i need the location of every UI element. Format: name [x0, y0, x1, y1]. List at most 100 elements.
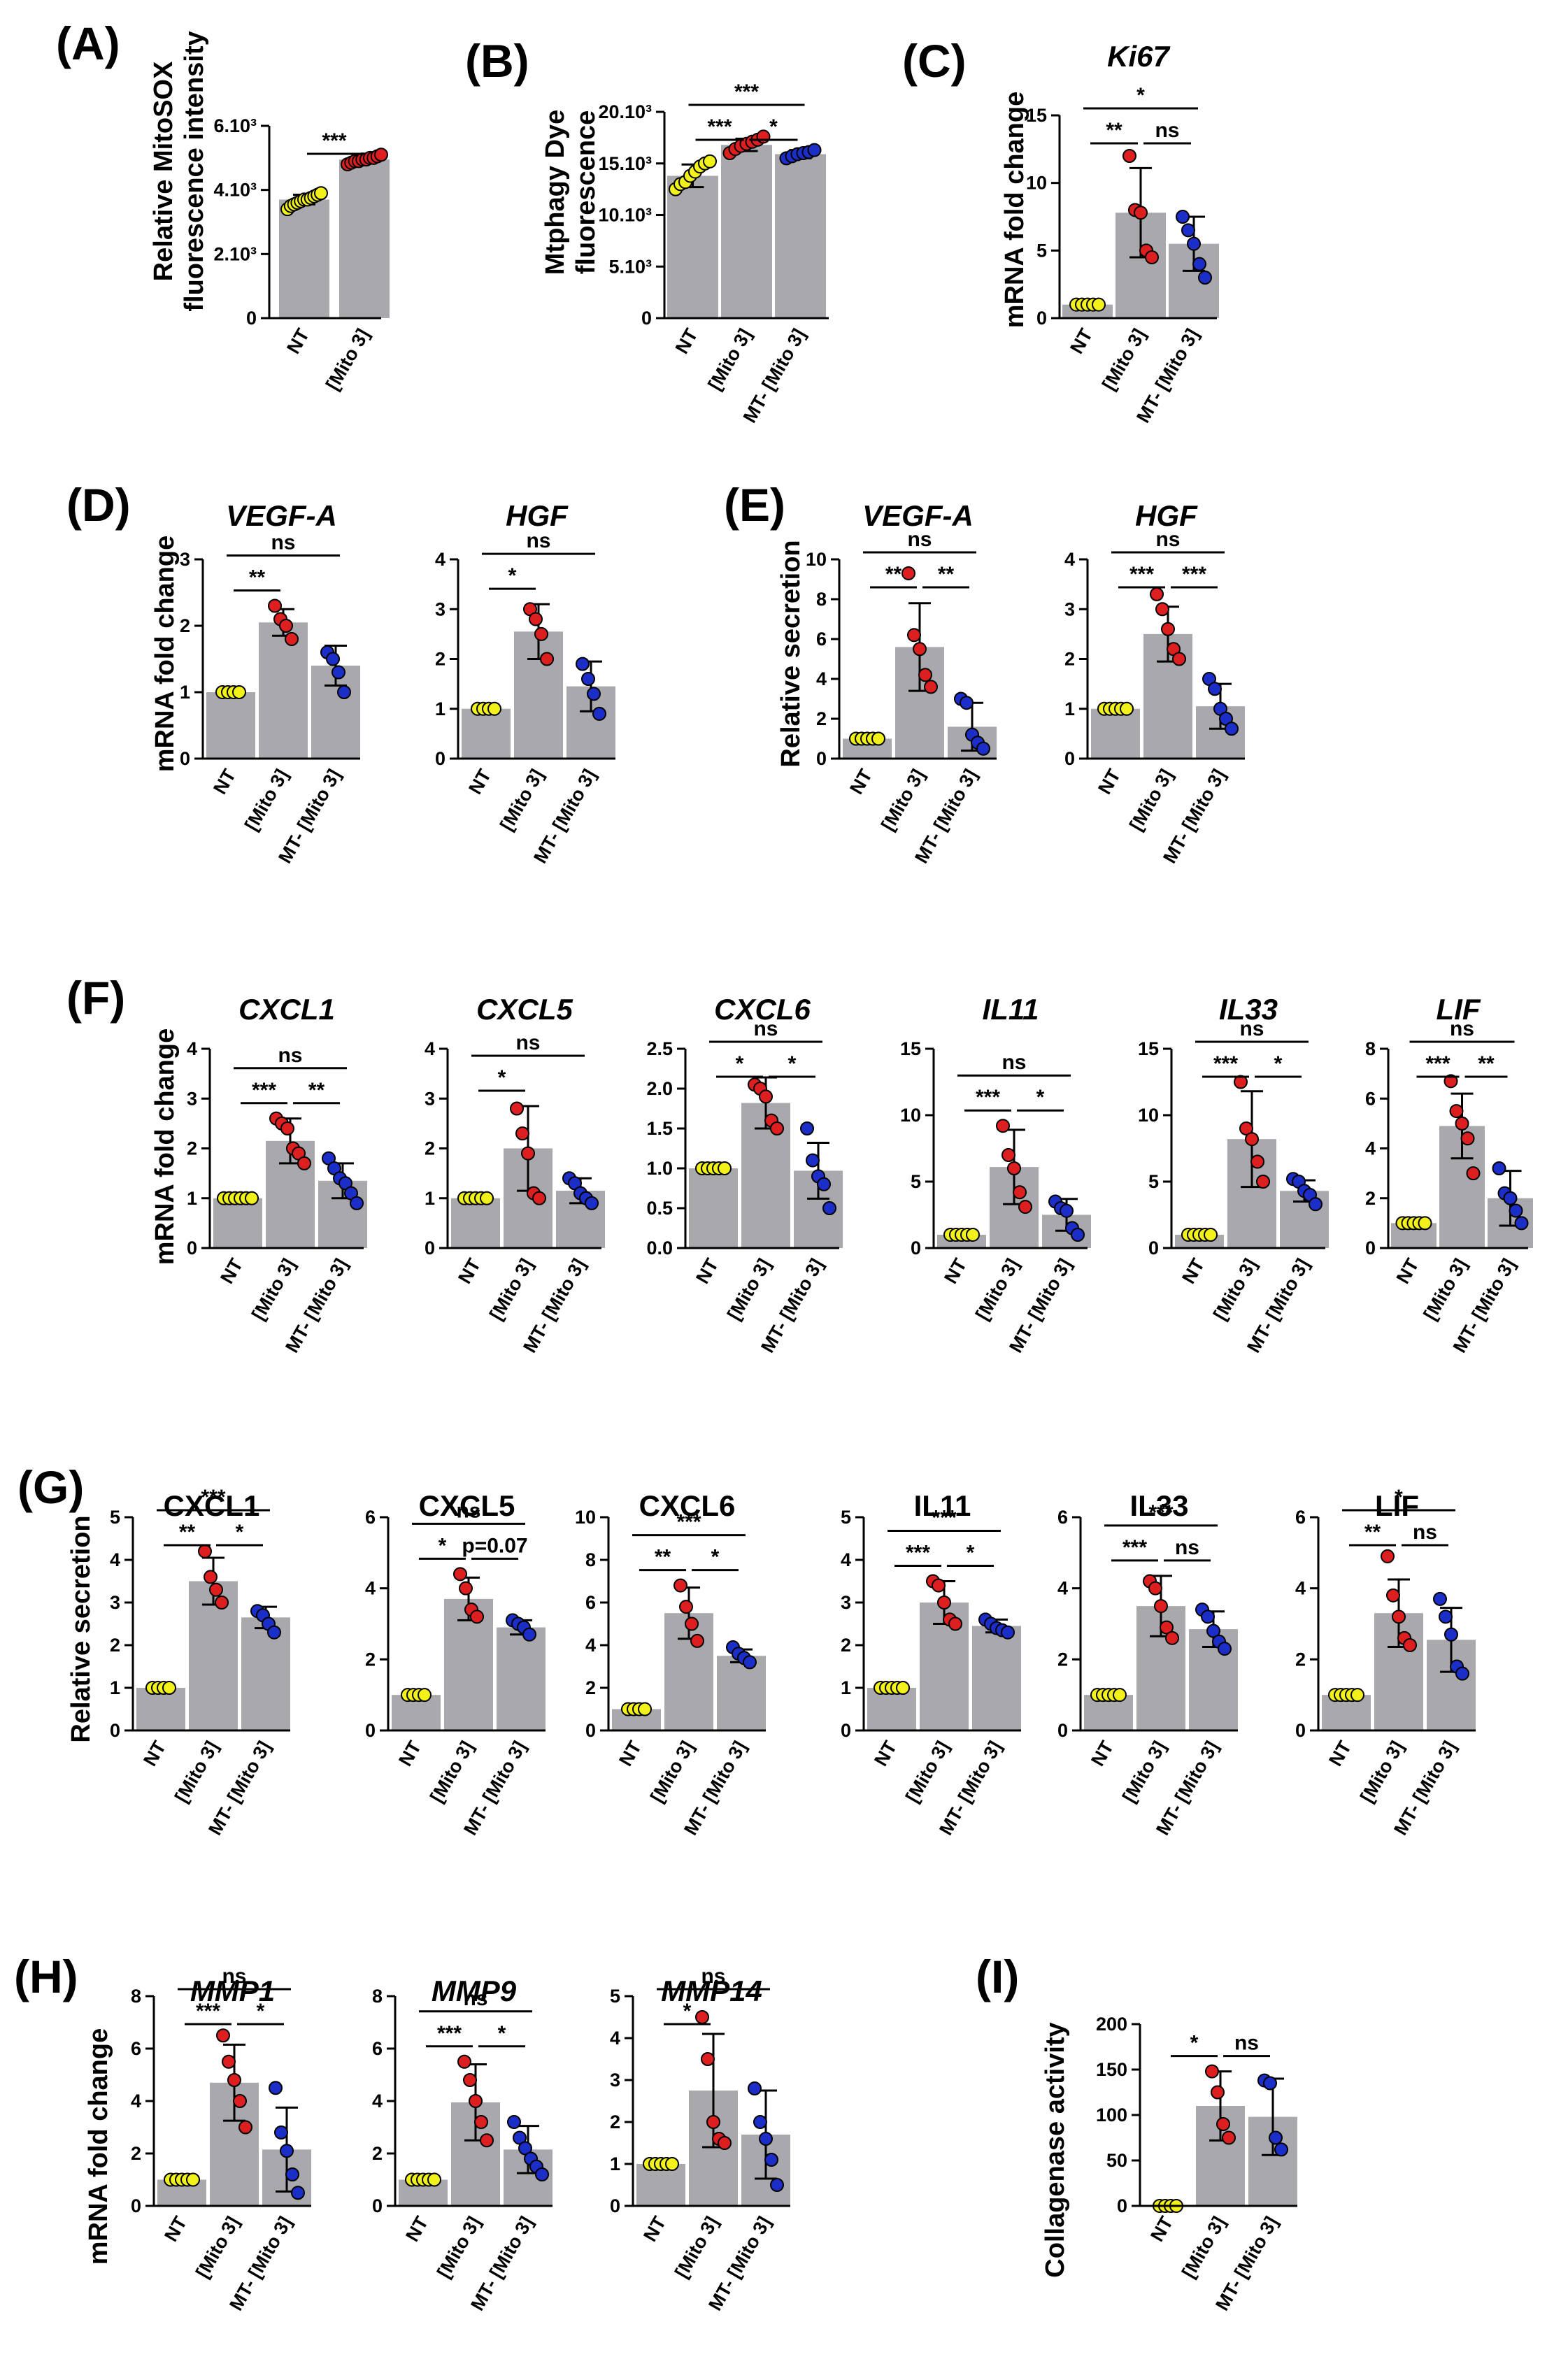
data-point [718, 1161, 732, 1175]
data-point [463, 2073, 477, 2087]
data-point [576, 657, 590, 671]
data-point [937, 1596, 951, 1610]
data-point [871, 731, 885, 746]
significance-label: *** [1122, 1536, 1147, 1559]
significance-label: ** [1364, 1521, 1381, 1544]
y-tick-label: 0 [1365, 1238, 1376, 1259]
x-tick-label: NT [846, 766, 876, 798]
data-point [326, 652, 340, 666]
y-tick-label: 1.5 [646, 1118, 673, 1139]
significance-label: *** [322, 129, 346, 152]
data-point [274, 2125, 288, 2139]
data-point [1013, 1185, 1027, 1200]
bar [206, 692, 255, 759]
bar [667, 175, 718, 318]
chart-title: IL11 [914, 1489, 971, 1522]
data-point [350, 1196, 364, 1210]
x-tick-label: [Mito 3] [171, 1737, 222, 1806]
x-tick-label: NT [615, 1737, 646, 1770]
y-axis-label-group-b: Mtphagy Dye fluorescence [541, 110, 601, 275]
y-axis-label-group-c: mRNA fold change [1000, 92, 1029, 329]
data-point [1120, 701, 1134, 716]
x-tick-label: [Mito 3] [671, 2213, 722, 2281]
y-axis-label-h: mRNA fold change [84, 2028, 113, 2265]
data-point [215, 1596, 229, 1610]
y-tick-label: 6 [1295, 1507, 1306, 1528]
data-point [233, 2094, 247, 2108]
y-tick-label: 2 [1295, 1649, 1306, 1670]
y-tick-label: 1 [610, 2153, 620, 2174]
y-tick-label: 200 [1096, 2014, 1127, 2035]
data-point [665, 2157, 679, 2171]
significance-label: * [683, 2000, 692, 2023]
y-tick-label: 6 [365, 1507, 376, 1528]
data-point [759, 1089, 773, 1104]
significance-label: * [736, 1052, 744, 1075]
x-tick-label: NT [139, 1737, 170, 1770]
data-point [1492, 1161, 1506, 1175]
chart-a-main: 0 2.10³ 4.10³ 6.10³ NT [Mito 3] *** [213, 115, 390, 394]
y-tick-label: 2 [180, 615, 190, 636]
x-tick-label: NT [160, 2213, 191, 2246]
data-point [1403, 1638, 1417, 1652]
bar [213, 1198, 262, 1248]
y-tick-label: 4 [187, 1038, 197, 1059]
data-point [534, 626, 548, 641]
significance-label: *** [734, 80, 759, 103]
y-tick-label: 4 [610, 2028, 620, 2049]
significance-label: ns [1239, 1017, 1264, 1040]
significance-label: *** [1129, 563, 1154, 586]
data-point [1007, 1161, 1021, 1175]
data-point [1449, 1104, 1464, 1119]
bar [972, 1626, 1021, 1730]
y-tick-label: 3 [435, 598, 445, 619]
y-tick-label: 3 [425, 1088, 435, 1109]
data-point [753, 2115, 767, 2129]
y-tick-label: 2 [610, 2112, 620, 2132]
data-point [1018, 1200, 1032, 1214]
y-tick-label: 1 [1064, 698, 1075, 719]
x-tick-label: [Mito 3] [426, 1737, 478, 1806]
y-tick-label: 4 [425, 1038, 435, 1059]
significance-label: ** [885, 563, 902, 586]
data-point [1192, 257, 1206, 271]
data-point [701, 2052, 715, 2066]
data-point [222, 2054, 236, 2069]
y-axis-label-i: Collagenase activity [1041, 2022, 1070, 2277]
x-tick-label: NT [216, 1255, 247, 1288]
bar [279, 199, 329, 318]
y-tick-label: 0 [110, 1720, 120, 1741]
bar [241, 1617, 290, 1730]
panel-label-e: (E) [724, 479, 785, 531]
significance-label: * [711, 1546, 720, 1569]
y-tick-label: 4 [1365, 1138, 1376, 1159]
y-tick-label: 4 [585, 1635, 596, 1656]
x-tick-label: [Mito 3] [1118, 1737, 1170, 1806]
significance-label: ns [753, 1017, 778, 1040]
y-axis-label-c: mRNA fold change [1000, 92, 1029, 329]
y-tick-label: 5 [1036, 240, 1047, 261]
data-point [232, 685, 246, 699]
y-tick-label: 4 [1064, 549, 1075, 570]
chart-title: IL33 [1219, 993, 1278, 1026]
significance-label: * [257, 2000, 265, 2023]
significance-label: ns [278, 1044, 302, 1067]
y-tick-label: 0 [1064, 748, 1075, 769]
data-point [1216, 2117, 1230, 2131]
data-point [314, 186, 328, 201]
y-tick-label: 4 [841, 1549, 851, 1570]
significance-label: ns [1413, 1521, 1437, 1544]
data-point [532, 1191, 546, 1205]
y-axis-label-group-a: Relative MitoSOX fluorescence intensity [149, 31, 209, 311]
data-point [374, 148, 388, 162]
significance-label: ns [515, 1031, 540, 1054]
bar [867, 1688, 916, 1730]
data-point [1263, 2076, 1277, 2091]
significance-label: *** [676, 1511, 701, 1534]
significance-label: *** [1148, 1501, 1173, 1524]
